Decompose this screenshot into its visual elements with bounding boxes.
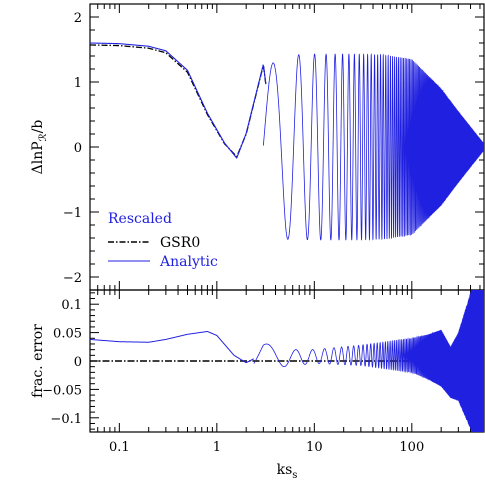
x-tick-label: 100 [399,440,424,455]
series-analytic-line [90,330,255,364]
y-tick-label: 0 [74,141,82,156]
bottom-series [90,290,484,432]
y-tick-label: 0 [74,355,82,370]
x-tick-label: 0.1 [109,440,130,455]
y-tick-label: −2 [63,271,82,286]
x-axis-label: kss [277,462,298,481]
series-analytic-oscillation [262,52,484,241]
x-tick-label: 10 [306,440,323,455]
top-y-axis-label: ΔlnPℛ/b [30,120,49,175]
x-tick-labels: 0.1 1 10 100 [109,440,424,455]
legend: Rescaled GSR0 Analytic [108,211,218,270]
series-analytic-line [90,42,267,159]
x-tick-label: 1 [213,440,221,455]
bottom-y-axis-label: frac. error [30,324,46,398]
top-axis-ticks [89,3,484,291]
y-tick-label: 1 [74,76,82,91]
bottom-y-tick-labels: −0.1 −0.05 0 0.05 0.1 [42,298,82,427]
top-series [90,42,484,241]
legend-label-gsr0: GSR0 [160,235,200,251]
y-tick-label: 0.1 [61,298,82,313]
y-tick-label: 0.05 [53,327,82,342]
y-tick-label: 2 [74,11,82,26]
top-panel: −2 −1 0 1 2 ΔlnPℛ/b Rescaled GSR0 Analytic [30,3,485,291]
series-analytic-oscillation [253,290,484,432]
legend-label-analytic: Analytic [159,254,218,270]
series-gsr0-line [90,44,267,158]
legend-title: Rescaled [108,211,172,227]
y-tick-label: −1 [63,206,82,221]
y-tick-label: −0.05 [42,383,82,398]
top-y-tick-labels: −2 −1 0 1 2 [63,11,82,286]
y-tick-label: −0.1 [50,412,82,427]
